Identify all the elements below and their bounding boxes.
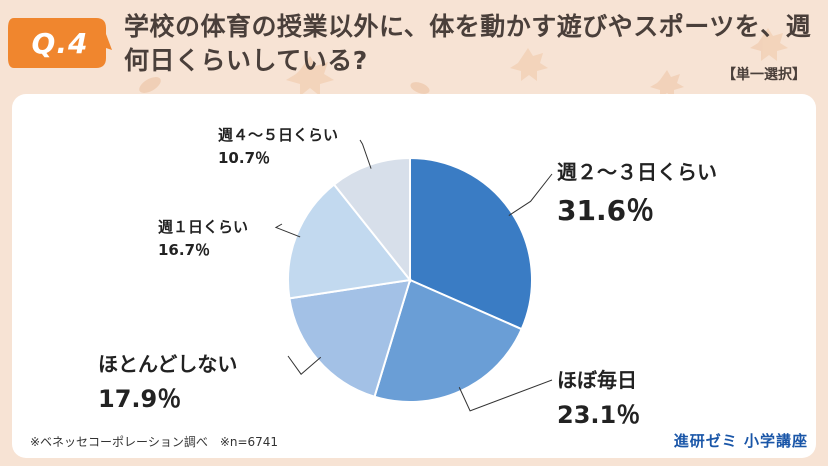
survey-note: ※ベネッセコーポレーション調べ ※n=6741	[30, 435, 279, 449]
autumn-leaf-decoration	[139, 28, 788, 98]
leader-line	[287, 355, 322, 375]
pie-chart	[274, 139, 553, 412]
slice-label-1-day: 週１日くらい 16.7％	[158, 218, 249, 259]
leader-line	[458, 379, 553, 412]
leader-line	[274, 223, 301, 238]
slice-label-almost-daily: ほぼ毎日 23.1％	[557, 368, 641, 429]
question-badge-shape	[8, 18, 112, 68]
slice-label-4-5-days: 週４〜５日くらい 10.7％	[218, 126, 339, 167]
question-title: 学校の体育の授業以外に、体を動かす遊びやスポーツを、週何日くらいしている?	[124, 12, 812, 75]
question-number: Q.4	[31, 26, 89, 60]
slice-label-2-3-days: 週２〜３日くらい 31.6％	[557, 160, 717, 227]
selection-type-label: 【単一選択】	[722, 67, 806, 83]
brand-logo-text: 進研ゼミ 小学講座	[673, 432, 808, 450]
leader-line	[359, 139, 372, 169]
slice-label-rarely: ほとんどしない 17.9％	[98, 352, 238, 413]
chart-card: 週２〜３日くらい 31.6％ ほぼ毎日 23.1％ ほとんどしない 17.9％ …	[12, 94, 816, 458]
leader-line	[508, 173, 553, 216]
